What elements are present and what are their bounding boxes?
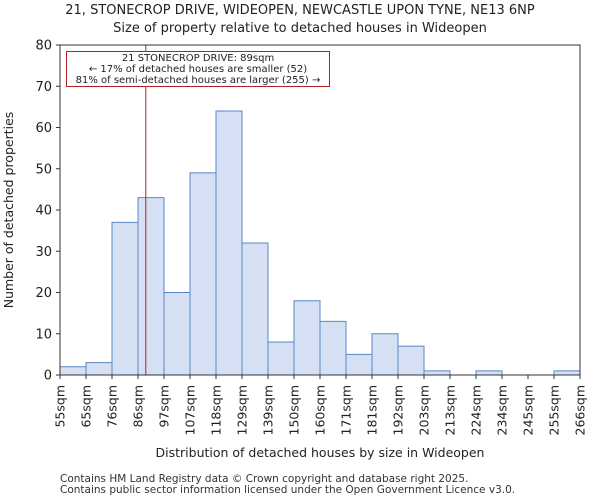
x-tick-label: 255sqm [547,385,562,435]
histogram-bar [475,370,503,376]
histogram-bar [267,341,295,376]
x-tick-label: 234sqm [495,385,510,435]
chart-title: 21, STONECROP DRIVE, WIDEOPEN, NEWCASTLE… [0,2,600,38]
attribution-line1: Contains HM Land Registry data © Crown c… [60,473,469,485]
x-tick-label: 181sqm [365,385,380,435]
chart-title-line2: Size of property relative to detached ho… [113,21,487,36]
y-tick-label: 80 [35,39,52,54]
histogram-bar [319,320,347,376]
annotation-title: 21 STONECROP DRIVE: 89sqm [121,53,275,64]
histogram-bar [241,242,269,376]
histogram-bar [111,221,139,376]
x-tick-label: 224sqm [469,385,484,435]
x-tick-label: 129sqm [235,385,250,435]
histogram-bar [137,197,165,376]
histogram-bar [371,333,399,376]
histogram-bar [293,300,321,376]
y-tick-label: 0 [44,369,52,384]
x-tick-label: 76sqm [105,385,120,428]
property-annotation-box: 21 STONECROP DRIVE: 89sqm ← 17% of detac… [66,51,330,87]
histogram-bar [553,370,581,376]
y-tick-label: 40 [35,204,52,219]
x-tick-label: 192sqm [391,385,406,435]
y-tick-label: 70 [35,80,52,95]
y-tick-label: 10 [35,327,52,342]
x-tick-label: 97sqm [157,385,172,428]
x-tick-label: 139sqm [261,385,276,435]
x-axis-label: Distribution of detached houses by size … [156,445,485,460]
x-tick-label: 266sqm [573,385,588,435]
x-tick-label: 245sqm [521,385,536,435]
y-tick-label: 30 [35,245,52,260]
attribution-footer: Contains HM Land Registry data © Crown c… [60,474,515,496]
x-tick-label: 118sqm [209,385,224,435]
histogram-bar [397,345,425,376]
annotation-smaller: ← 17% of detached houses are smaller (52… [88,64,308,75]
y-tick-label: 20 [35,286,52,301]
x-tick-label: 203sqm [417,385,432,435]
histogram-bar [189,172,217,376]
histogram-bar [215,110,243,376]
histogram-bar [423,370,451,376]
y-axis-label: Number of detached properties [1,112,16,309]
x-tick-label: 171sqm [339,385,354,435]
x-tick-label: 150sqm [287,385,302,435]
x-tick-label: 107sqm [183,385,198,435]
histogram-bar [345,353,373,376]
x-tick-label: 86sqm [131,385,146,428]
x-tick-label: 55sqm [53,385,68,428]
chart-title-line1: 21, STONECROP DRIVE, WIDEOPEN, NEWCASTLE… [65,3,535,18]
histogram-bar [163,292,191,376]
histogram-bar [59,366,87,376]
x-tick-label: 213sqm [443,385,458,435]
x-tick-label: 65sqm [79,385,94,428]
y-tick-label: 50 [35,162,52,177]
annotation-larger: 81% of semi-detached houses are larger (… [75,75,321,86]
attribution-line2: Contains public sector information licen… [60,484,516,496]
x-tick-label: 160sqm [313,385,328,435]
histogram-bar [85,362,113,376]
plot-frame [59,44,581,376]
y-tick-label: 60 [35,121,52,136]
